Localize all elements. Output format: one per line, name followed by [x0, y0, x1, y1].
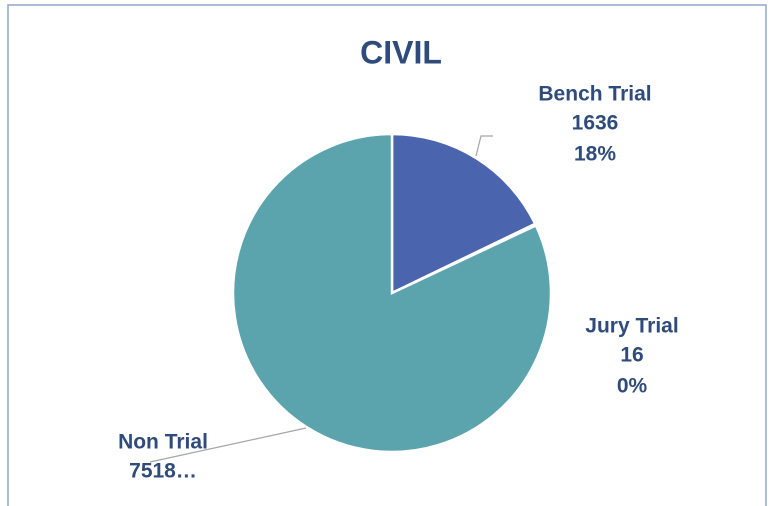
pie — [231, 132, 553, 454]
slice-value: 16 — [620, 344, 643, 367]
slice-label: Bench Trial — [538, 83, 651, 106]
slice-percent: 18% — [574, 143, 616, 166]
chart-title: CIVIL — [360, 34, 442, 70]
slice-label: Non Trial — [118, 431, 208, 454]
frame — [7, 4, 767, 506]
leader-line — [475, 135, 493, 157]
pie-slice — [231, 132, 553, 454]
slice-value: 7518… — [129, 460, 197, 483]
leader-line — [149, 427, 307, 463]
slice-label: Jury Trial — [585, 315, 678, 338]
slice-percent: 0% — [617, 375, 648, 398]
pie-slice — [390, 132, 537, 295]
slice-value: 1636 — [572, 112, 619, 135]
